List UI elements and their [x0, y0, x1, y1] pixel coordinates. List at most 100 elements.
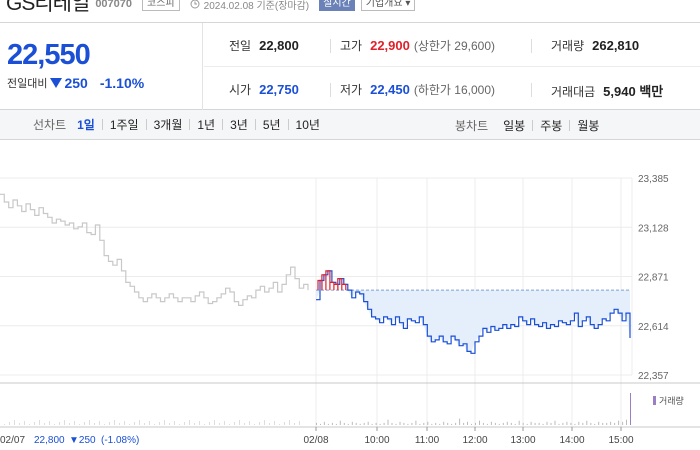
volume-bar	[602, 422, 604, 425]
volume-bar	[399, 421, 401, 425]
company-overview-button[interactable]: 기업개요 ▾	[360, 0, 416, 11]
x-tick-label: 11:00	[415, 435, 440, 446]
divider	[330, 39, 331, 53]
volume-bar	[482, 422, 484, 425]
prev-volume-bar	[54, 424, 55, 425]
candle-tab-daily[interactable]: 일봉	[503, 118, 526, 133]
low-label: 저가	[340, 83, 363, 97]
candle-tab-monthly[interactable]: 월봉	[577, 118, 600, 133]
change-value: 250	[64, 75, 88, 91]
volume-bar	[610, 421, 612, 425]
volume-bar	[630, 393, 631, 425]
prev-volume-bar	[119, 423, 120, 425]
prev-volume-bar	[159, 422, 160, 425]
volume-bar	[494, 422, 496, 425]
period-tab-3y[interactable]: 3년	[230, 118, 248, 132]
volume-bar	[343, 422, 345, 425]
volume-bar	[379, 423, 381, 425]
divider	[189, 119, 191, 130]
prev-note-price: 22,800	[34, 435, 65, 446]
prev-volume-bar	[154, 424, 155, 425]
open-label: 시가	[229, 83, 252, 97]
prev-note-pct: (-1.08%)	[101, 435, 139, 446]
period-tab-1w[interactable]: 1주일	[109, 118, 139, 132]
prev-volume-bar	[279, 424, 280, 425]
volume-bar	[590, 422, 592, 425]
volume-bar	[455, 422, 457, 425]
period-tab-3m[interactable]: 3개월	[153, 118, 183, 132]
prev-volume-bar	[289, 420, 290, 425]
open-value: 22,750	[259, 82, 299, 97]
trade-value: 거래대금 5,940 백만	[551, 81, 663, 100]
divider	[145, 119, 147, 130]
volume-bar	[562, 422, 564, 425]
open-price: 시가 22,750	[229, 81, 299, 98]
price-chart[interactable]: 23,385 23,128 22,871 22,614 22,357 거래량 02/08…	[0, 140, 700, 450]
prev-volume-bar	[189, 420, 190, 425]
volume-bar	[534, 422, 536, 425]
volume-bar	[375, 422, 377, 425]
clock-icon	[190, 0, 200, 9]
volume-bar	[320, 423, 321, 425]
x-tick-label: 02/08	[303, 435, 328, 446]
trade-value-label: 거래대금	[551, 85, 596, 99]
volume-bar	[606, 422, 608, 425]
prev-volume-bar	[139, 420, 140, 425]
volume-bar	[486, 423, 488, 425]
candle-tab-weekly[interactable]: 주봉	[540, 118, 563, 133]
prev-volume-bar	[99, 421, 100, 425]
prev-volume-bar	[264, 420, 265, 425]
volume-bar	[570, 422, 572, 425]
down-arrow-icon	[50, 78, 63, 88]
volume-bar	[622, 421, 624, 425]
volume-bar	[598, 421, 600, 425]
divider	[531, 83, 532, 97]
prev-volume-bar	[109, 422, 110, 425]
volume-bar	[387, 419, 389, 425]
volume-bar	[355, 422, 357, 425]
prev-volume-bar	[234, 422, 235, 425]
volume-bar	[538, 422, 540, 425]
divider	[532, 119, 534, 131]
volume-value: 262,810	[592, 38, 640, 53]
prev-volume-bar	[194, 423, 195, 425]
stock-code: 007070	[95, 0, 133, 10]
volume-bar	[423, 422, 425, 425]
period-tab-1d[interactable]: 1일	[77, 118, 95, 132]
volume-bar	[431, 423, 433, 425]
price-summary: 22,550 전일대비 250 -1.10% 전일 22,800 고가 22,9…	[0, 22, 700, 110]
prev-volume-bar	[29, 424, 30, 425]
period-tab-1y[interactable]: 1년	[197, 118, 216, 132]
chart-toolbar: 선차트 1일 1주일 3개월 1년 3년 5년 10년 봉차트 일봉 주봉 월봉	[0, 110, 700, 140]
high-label: 고가	[340, 39, 363, 53]
prev-volume-bar	[69, 423, 70, 425]
volume-bar	[435, 422, 437, 425]
period-tab-5y[interactable]: 5년	[262, 118, 281, 132]
prev-volume-bar	[144, 423, 145, 425]
volume-bar	[335, 423, 337, 425]
candle-chart-label[interactable]: 봉차트	[455, 118, 489, 133]
volume: 거래량 262,810	[551, 37, 639, 54]
prev-volume-bar	[179, 424, 180, 425]
period-tab-10y[interactable]: 10년	[295, 118, 320, 132]
high-value: 22,900	[370, 38, 410, 53]
today-up-segment	[317, 270, 347, 291]
divider	[101, 119, 103, 130]
current-price: 22,550	[7, 39, 91, 71]
prev-volume-bar	[229, 424, 230, 425]
volume-bar	[439, 423, 441, 425]
volume-bar	[443, 421, 445, 425]
realtime-button[interactable]: 실시간	[319, 0, 355, 11]
prev-volume-bar	[124, 421, 125, 425]
low-value: 22,450	[370, 82, 410, 97]
volume-bar	[475, 422, 476, 425]
prev-volume-bar	[74, 421, 75, 425]
line-chart-label[interactable]: 선차트	[33, 118, 67, 132]
volume-legend-label: 거래량	[659, 395, 684, 406]
volume-bar	[323, 421, 325, 425]
divider	[222, 119, 224, 130]
y-tick-label: 23,385	[638, 174, 669, 185]
prev-volume-bar	[294, 423, 295, 425]
prev-volume-bar	[9, 422, 10, 425]
y-tick-label: 22,357	[638, 371, 669, 382]
